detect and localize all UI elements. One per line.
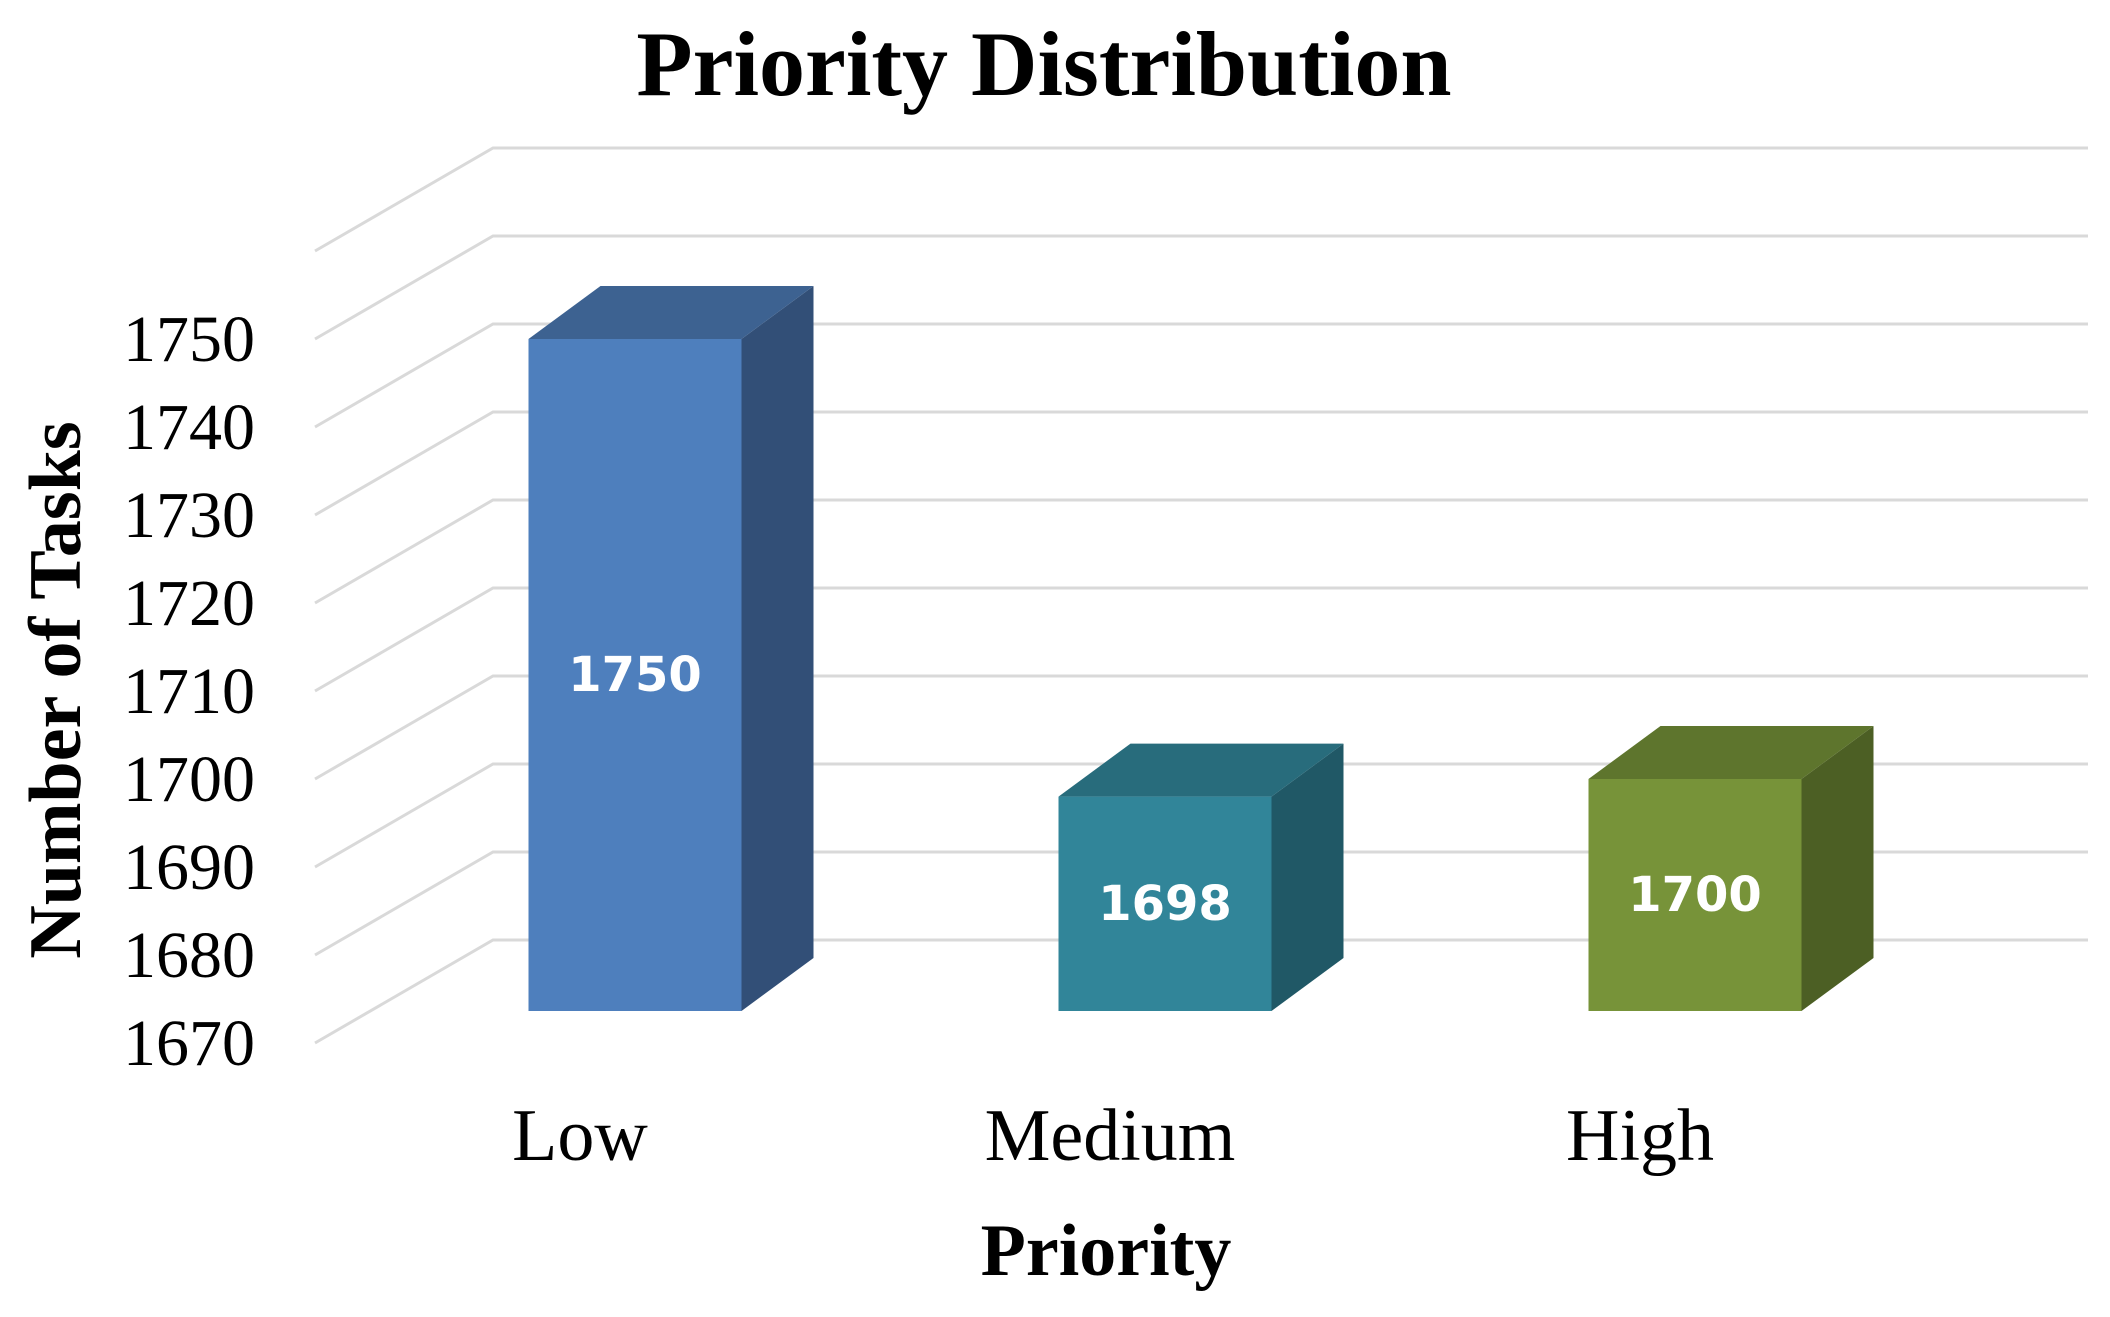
- gridline: [314, 674, 2088, 781]
- gridline: [314, 586, 2088, 693]
- bars: 1750 1698 1700: [528, 286, 1874, 1011]
- gridline: [314, 762, 2088, 869]
- bar-low: 1750: [528, 286, 814, 1011]
- gridline: [314, 322, 2088, 429]
- bar-top-face: [1058, 743, 1344, 797]
- x-category-label: High: [1566, 1095, 1714, 1177]
- gridline: [314, 146, 2088, 253]
- chart-title: Priority Distribution: [636, 13, 1451, 115]
- bar-front-face: [528, 339, 742, 1011]
- gridlines: [314, 146, 2088, 1045]
- bar-side-face: [1801, 726, 1874, 1011]
- y-tick-label: 1720: [123, 567, 255, 640]
- bar-value-label: 1700: [1628, 867, 1762, 923]
- y-tick-label: 1710: [123, 655, 255, 728]
- y-tick-label: 1670: [123, 1007, 255, 1080]
- y-tick-label: 1680: [123, 919, 255, 992]
- bar-value-label: 1750: [568, 647, 702, 703]
- y-tick-label: 1690: [123, 831, 255, 904]
- bar-top-face: [1588, 726, 1874, 779]
- x-category-label: Low: [512, 1095, 648, 1177]
- bar-side-face: [741, 286, 814, 1011]
- gridline: [314, 498, 2088, 605]
- x-axis-title: Priority: [981, 1210, 1232, 1292]
- y-tick-label: 1700: [123, 743, 255, 816]
- bar-medium: 1698: [1058, 743, 1344, 1011]
- y-tick-label: 1730: [123, 479, 255, 552]
- y-tick-label: 1740: [123, 391, 255, 464]
- bar-side-face: [1271, 743, 1344, 1011]
- y-axis-title: Number of Tasks: [15, 421, 97, 958]
- y-axis-ticks: 1670 1680 1690 1700 1710 1720 1730 1740 1750: [123, 303, 255, 1080]
- bar-front-face: [1058, 796, 1272, 1011]
- y-tick-label: 1750: [123, 303, 255, 376]
- bar-front-face: [1588, 779, 1802, 1011]
- x-category-label: Medium: [985, 1095, 1236, 1177]
- bar-value-label: 1698: [1098, 876, 1232, 932]
- gridline: [314, 850, 2088, 957]
- bar-top-face: [528, 286, 814, 339]
- gridline: [314, 938, 2088, 1045]
- x-axis-categories: Low Medium High: [512, 1095, 1714, 1177]
- bar-high: 1700: [1588, 726, 1874, 1011]
- gridline: [314, 234, 2088, 341]
- gridline: [314, 410, 2088, 517]
